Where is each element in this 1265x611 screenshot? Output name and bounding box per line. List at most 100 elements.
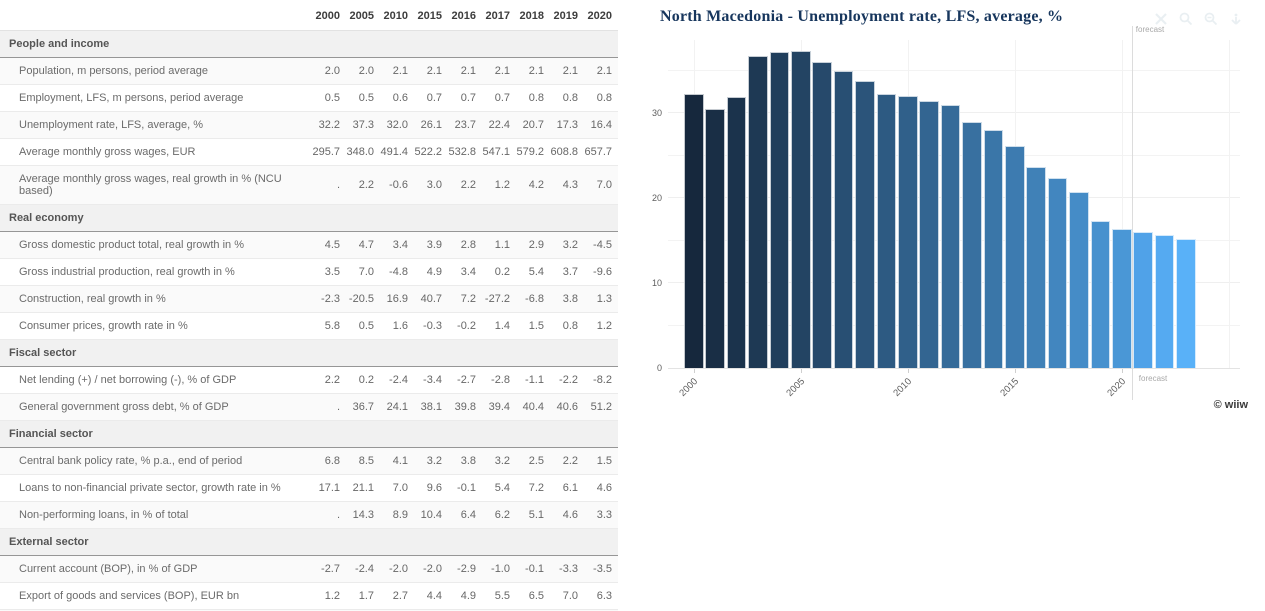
indicator-value: 3.8 [442, 447, 476, 475]
bar-2022[interactable] [1154, 235, 1175, 368]
chart-title: North Macedonia - Unemployment rate, LFS… [660, 8, 1064, 25]
table-row: Unemployment rate, LFS, average, % 32.2 37… [0, 111, 618, 139]
close-icon[interactable] [1154, 12, 1168, 26]
indicator-value: 0.5 [340, 84, 374, 112]
indicator-value: 4.2 [510, 165, 544, 205]
bar-2014[interactable] [983, 130, 1004, 368]
indicator-value: 51.2 [578, 393, 618, 421]
indicator-value: 32.0 [374, 111, 408, 139]
indicator-value: 3.2 [408, 447, 442, 475]
indicator-value: 2.2 [442, 165, 476, 205]
indicator-value: 16.9 [374, 285, 408, 313]
indicator-value: 2.1 [510, 57, 544, 85]
indicator-value: -2.8 [476, 366, 510, 394]
indicator-value: 1.5 [578, 447, 618, 475]
indicator-value: 38.1 [408, 393, 442, 421]
indicator-value: 657.7 [578, 138, 618, 166]
bar-2013[interactable] [962, 121, 982, 368]
indicator-value: 1.3 [578, 285, 618, 313]
indicator-value: 491.4 [374, 138, 408, 166]
year-col-header: 2005 [349, 10, 374, 22]
forecast-label-bottom: forecast [1138, 374, 1168, 383]
bar-2021[interactable] [1133, 232, 1153, 368]
bar-2011[interactable] [919, 101, 939, 368]
bar-2000[interactable] [684, 94, 704, 368]
indicator-value: 0.5 [340, 312, 374, 340]
indicator-value: -3.3 [544, 555, 578, 583]
indicator-value: 2.9 [510, 231, 544, 259]
section-header-row: Financial sector [0, 420, 618, 448]
zoom-in-icon[interactable] [1179, 12, 1193, 26]
bar-2001[interactable] [705, 108, 725, 368]
y-axis-tick-label: 20 [651, 193, 662, 203]
section-title: Financial sector [0, 420, 618, 448]
indicator-value: 6.8 [306, 447, 340, 475]
bar-2020[interactable] [1112, 228, 1132, 368]
chart-credit: © wiiw [1213, 399, 1248, 411]
indicator-value: 2.1 [544, 57, 578, 85]
indicator-value: 2.2 [340, 165, 374, 205]
y-axis-tick-label: 10 [651, 278, 662, 288]
bar-2008[interactable] [855, 80, 875, 368]
year-col-header: 2017 [485, 10, 510, 22]
table-row: Employment, LFS, m persons, period avera… [0, 84, 618, 112]
bar-2007[interactable] [833, 71, 854, 368]
indicator-value: 1.7 [340, 582, 374, 610]
table-row: General government gross debt, % of GDP.… [0, 393, 618, 421]
indicator-label: General government gross debt, % of GDP [0, 393, 306, 421]
indicator-value: 4.9 [408, 258, 442, 286]
indicator-value: 26.1 [408, 111, 442, 139]
table-row: Gross domestic product total, real growt… [0, 231, 618, 259]
label-column-header [0, 0, 306, 31]
bar-2010[interactable] [898, 96, 918, 368]
zoom-out-icon[interactable] [1204, 12, 1218, 26]
indicator-value: 547.1 [476, 138, 510, 166]
x-axis-tick-label: 2005 [784, 376, 807, 399]
x-axis-tick-label: 2020 [1105, 376, 1128, 399]
indicator-value: 532.8 [442, 138, 476, 166]
year-col-header: 2018 [519, 10, 544, 22]
indicator-value: 7.0 [578, 165, 618, 205]
indicator-value: 16.4 [578, 111, 618, 139]
indicator-value: 9.6 [408, 474, 442, 502]
section-title: People and income [0, 30, 618, 58]
bar-2006[interactable] [812, 62, 832, 368]
bar-2018[interactable] [1069, 192, 1089, 368]
table-row: Gross industrial production, real growth… [0, 258, 618, 286]
x-axis-tick [907, 368, 909, 373]
share-icon[interactable] [1229, 12, 1243, 26]
indicator-value: 8.9 [374, 501, 408, 529]
bar-2012[interactable] [940, 104, 961, 368]
x-gridline [1121, 40, 1123, 368]
indicator-value: 40.6 [544, 393, 578, 421]
indicator-value: 7.6 [578, 609, 618, 611]
section-title: External sector [0, 528, 618, 556]
table-row: Import of goods and services (BOP), EUR … [0, 609, 618, 611]
indicator-value: 3.4 [374, 231, 408, 259]
indicator-value: 6.3 [578, 582, 618, 610]
bar-2003[interactable] [748, 56, 768, 368]
indicator-value: 2.0 [340, 57, 374, 85]
indicator-value: 3.7 [544, 258, 578, 286]
bar-2016[interactable] [1026, 166, 1046, 368]
indicator-value: 22.4 [476, 111, 510, 139]
bar-2019[interactable] [1090, 220, 1111, 368]
indicator-label: Average monthly gross wages, EUR [0, 138, 306, 166]
bar-2004[interactable] [769, 51, 790, 368]
indicator-value: -0.3 [408, 312, 442, 340]
section-header-row: Fiscal sector [0, 339, 618, 367]
bar-2009[interactable] [876, 94, 897, 368]
bar-2002[interactable] [726, 96, 747, 368]
indicator-value: 2.2 [306, 366, 340, 394]
bar-2023[interactable] [1176, 238, 1196, 368]
bar-2015[interactable] [1005, 146, 1025, 368]
indicator-value: 2.1 [578, 57, 618, 85]
indicator-label: Unemployment rate, LFS, average, % [0, 111, 306, 139]
table-row: Export of goods and services (BOP), EUR … [0, 582, 618, 610]
bar-2005[interactable] [791, 51, 811, 368]
indicator-value: 6.4 [442, 609, 476, 611]
indicator-value: 5.9 [408, 609, 442, 611]
indicator-value: 6.5 [510, 582, 544, 610]
indicator-value: -6.8 [510, 285, 544, 313]
bar-2017[interactable] [1047, 177, 1068, 368]
